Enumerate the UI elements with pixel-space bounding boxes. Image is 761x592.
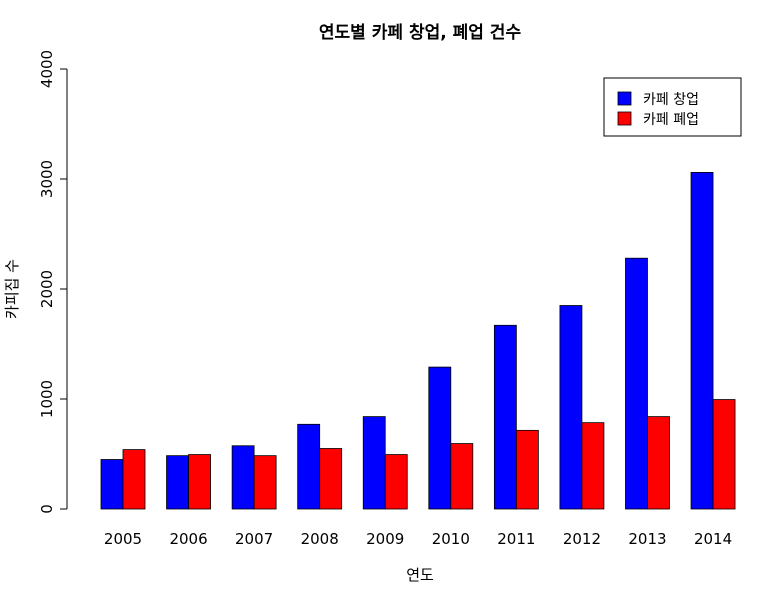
x-tick-label: 2010	[432, 530, 470, 548]
y-tick-label: 2000	[38, 270, 56, 308]
bar-series-2-2007	[253, 455, 277, 510]
bar-series-2-2006	[188, 454, 211, 510]
y-axis: 0 1000 2000 3000 4000	[38, 50, 68, 514]
x-tick-label: 2005	[104, 530, 142, 548]
bar-series-1-2008	[297, 423, 321, 510]
bar-series-1-2007	[231, 445, 255, 510]
x-tick-label: 2013	[628, 530, 666, 548]
bar-series-2-2005	[122, 449, 146, 510]
bar-series-1-2012	[559, 305, 583, 510]
chart-title: 연도별 카페 창업, 폐업 건수	[319, 23, 522, 43]
legend-swatch-series-2	[617, 111, 632, 126]
legend-swatch-series-1	[617, 91, 632, 106]
bar-series-2-2008	[319, 448, 343, 510]
bar-series-2-2010	[450, 443, 474, 510]
x-tick-label: 2014	[694, 530, 732, 548]
x-tick-label: 2007	[235, 530, 273, 548]
x-axis-label: 연도	[406, 566, 434, 584]
bar-series-1-2005	[100, 459, 124, 510]
bar-series-2-2013	[647, 416, 670, 510]
x-tick-label: 2011	[497, 530, 535, 548]
bar-series-1-2013	[625, 257, 648, 510]
y-tick-label: 3000	[38, 160, 56, 198]
y-tick-label: 1000	[38, 380, 56, 418]
y-tick-label: 0	[38, 504, 56, 514]
x-tick-label: 2008	[301, 530, 339, 548]
bar-series-1-2009	[362, 416, 386, 510]
legend-label-series-2: 카페 폐업	[643, 112, 699, 128]
legend: 카페 창업 카페 폐업	[603, 77, 742, 137]
bars-group	[100, 171, 736, 510]
y-axis-label: 카피집 수	[3, 259, 21, 319]
x-tick-labels: 2005 2006 2007 2008 2009 2010 2011 2012 2013 2014	[104, 530, 732, 548]
x-tick-label: 2012	[563, 530, 601, 548]
bar-series-2-2011	[515, 429, 539, 510]
bar-series-2-2009	[384, 454, 408, 510]
x-tick-label: 2009	[366, 530, 404, 548]
legend-label-series-1: 카페 창업	[643, 92, 699, 108]
x-tick-label: 2006	[169, 530, 207, 548]
bar-series-1-2010	[428, 366, 452, 510]
y-tick-label: 4000	[38, 50, 56, 88]
legend-box	[603, 77, 742, 137]
bar-series-1-2014	[690, 171, 714, 510]
bar-series-2-2012	[581, 422, 605, 510]
bar-series-2-2014	[712, 399, 736, 510]
bar-series-1-2011	[493, 324, 517, 510]
bar-series-1-2006	[166, 455, 189, 510]
